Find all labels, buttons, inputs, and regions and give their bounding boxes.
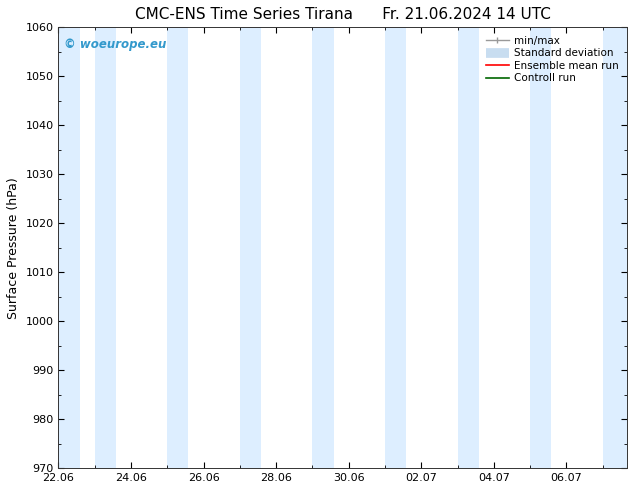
Bar <box>530 27 552 468</box>
Bar <box>458 27 479 468</box>
Bar <box>94 27 116 468</box>
Bar <box>385 27 406 468</box>
Bar <box>603 27 627 468</box>
Bar <box>58 27 80 468</box>
Bar <box>240 27 261 468</box>
Title: CMC-ENS Time Series Tirana      Fr. 21.06.2024 14 UTC: CMC-ENS Time Series Tirana Fr. 21.06.202… <box>135 7 551 22</box>
Legend: min/max, Standard deviation, Ensemble mean run, Controll run: min/max, Standard deviation, Ensemble me… <box>482 32 622 87</box>
Y-axis label: Surface Pressure (hPa): Surface Pressure (hPa) <box>7 177 20 318</box>
Bar <box>167 27 188 468</box>
Bar <box>313 27 333 468</box>
Text: © woeurope.eu: © woeurope.eu <box>64 38 167 51</box>
